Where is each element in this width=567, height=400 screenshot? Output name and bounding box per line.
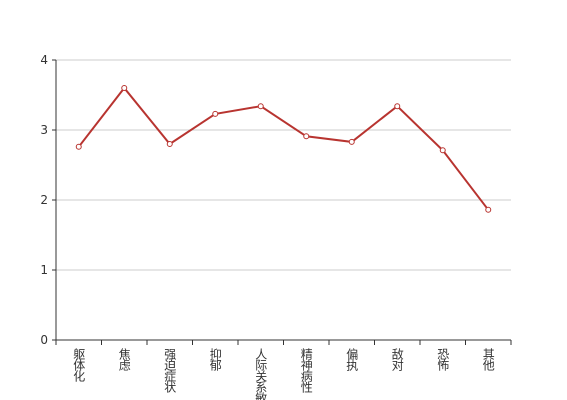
x-tick-label: 焦虑: [117, 348, 131, 371]
x-tick-label: 精神病性: [299, 348, 313, 394]
point: [303, 133, 310, 140]
point: [121, 85, 128, 91]
y-tick-label: 2: [40, 193, 48, 207]
x-tick-label: 强迫症状: [163, 348, 177, 393]
point: [257, 103, 264, 110]
x-tick-label: 敌对: [390, 347, 404, 371]
x-tick-label: 抑郁: [208, 347, 222, 372]
x-tick-label: 偏执: [345, 347, 359, 372]
x-tick-label: 其他: [481, 348, 495, 371]
point: [75, 143, 82, 150]
point: [166, 141, 173, 147]
x-tick-label: 恐怖: [436, 348, 450, 371]
line: [77, 86, 490, 211]
x-tick-label: 躯体化: [72, 347, 86, 383]
y-tick-label: 0: [40, 333, 48, 347]
point: [439, 147, 446, 154]
y-tick-label: 4: [40, 53, 48, 67]
x-tick-label: 人际关系敏感: [254, 348, 268, 400]
y-tick-label: 1: [40, 263, 48, 277]
point: [212, 110, 219, 117]
point: [348, 138, 355, 145]
y-tick-label: 3: [40, 123, 48, 137]
point: [485, 206, 492, 213]
point: [394, 103, 401, 110]
